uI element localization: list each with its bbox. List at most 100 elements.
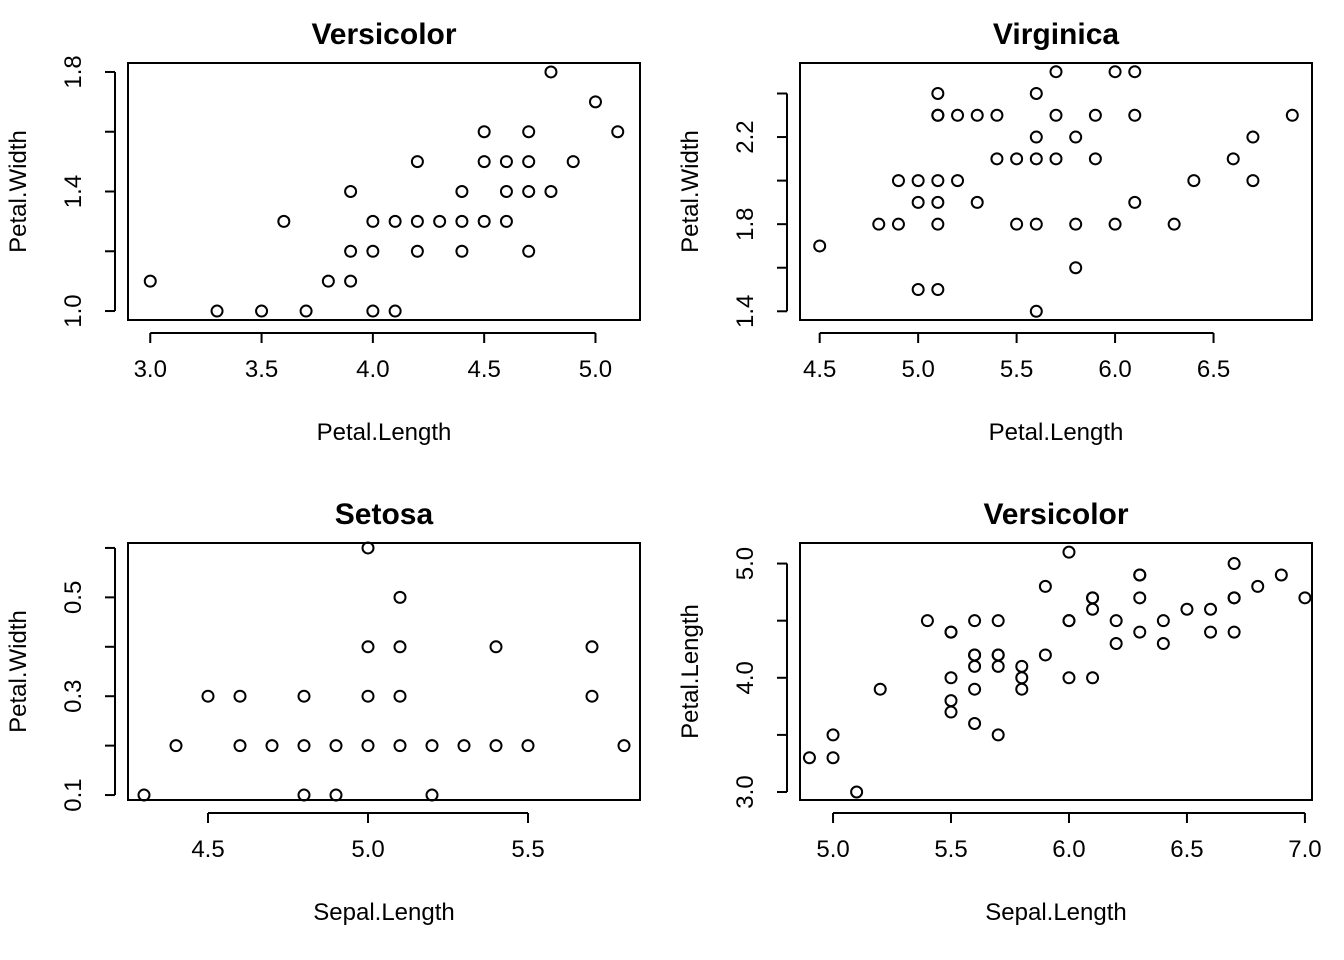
data-point	[1062, 671, 1076, 685]
data-point	[1086, 602, 1100, 616]
data-point	[1069, 217, 1083, 231]
data-point	[544, 65, 558, 79]
data-point	[968, 614, 982, 628]
x-tick-label: 7.0	[1288, 836, 1321, 863]
y-axis-label: Petal.Width	[5, 610, 32, 733]
data-point	[826, 751, 840, 765]
data-point	[850, 785, 864, 799]
data-point	[433, 214, 447, 228]
data-point	[297, 739, 311, 753]
x-tick-label: 6.5	[1197, 356, 1230, 383]
data-point	[1088, 108, 1102, 122]
data-point	[991, 614, 1005, 628]
data-point	[344, 185, 358, 198]
data-point	[968, 648, 982, 662]
x-tick-label: 5.0	[579, 356, 612, 383]
data-point	[1069, 130, 1083, 144]
data-point	[1010, 217, 1024, 231]
x-axis-label: Sepal.Length	[985, 899, 1126, 926]
data-point	[1285, 108, 1299, 122]
data-point	[891, 217, 905, 231]
data-point	[1204, 602, 1218, 616]
data-point	[544, 185, 558, 198]
data-point	[265, 739, 279, 753]
data-point	[1274, 568, 1288, 582]
data-point	[588, 95, 602, 109]
data-point	[277, 214, 291, 228]
data-point	[585, 640, 599, 654]
data-point	[410, 244, 424, 258]
x-tick-label: 5.5	[511, 836, 544, 863]
data-point	[393, 590, 407, 604]
data-point	[1226, 152, 1240, 166]
data-point	[1128, 65, 1142, 79]
data-point	[233, 739, 247, 753]
data-point	[891, 174, 905, 188]
data-point	[1246, 130, 1260, 144]
data-point	[201, 689, 215, 703]
data-point	[911, 195, 925, 209]
plot-frame	[799, 62, 1313, 321]
data-point	[873, 682, 887, 696]
data-point	[361, 640, 375, 654]
data-point	[361, 739, 375, 753]
y-tick-label: 0.5	[60, 581, 87, 614]
data-point	[321, 274, 335, 288]
data-point	[521, 739, 535, 753]
data-point	[344, 244, 358, 258]
data-point	[522, 185, 536, 198]
data-point	[255, 304, 269, 318]
data-point	[1108, 65, 1122, 79]
data-point	[1128, 195, 1142, 209]
data-point	[911, 283, 925, 297]
data-point	[1128, 108, 1142, 122]
data-point	[951, 108, 965, 122]
data-point	[1062, 614, 1076, 628]
data-point	[617, 739, 631, 753]
x-axis-label: Sepal.Length	[313, 899, 454, 926]
x-tick-label: 3.5	[245, 356, 278, 383]
data-point	[297, 689, 311, 703]
data-point	[1187, 174, 1201, 188]
data-point	[455, 214, 469, 228]
data-point	[499, 214, 513, 228]
data-point	[1133, 568, 1147, 582]
chart-title: Virginica	[993, 18, 1119, 51]
data-point	[425, 788, 439, 802]
data-point	[826, 728, 840, 742]
data-point	[1049, 152, 1063, 166]
data-point	[931, 195, 945, 209]
data-point	[366, 214, 380, 228]
data-point	[410, 155, 424, 169]
data-point	[522, 244, 536, 258]
data-point	[1049, 108, 1063, 122]
chart-title: Versicolor	[983, 498, 1128, 531]
y-tick-label: 5.0	[732, 547, 759, 580]
panel-versicolor-petal: Versicolor 3.0 3.5 4.0 4.5 5.0 Petal.Length 1.0…	[5, 18, 641, 446]
data-point	[1251, 579, 1265, 593]
y-tick-label: 1.0	[60, 294, 87, 327]
data-point	[1015, 659, 1029, 673]
data-point	[968, 716, 982, 730]
chart-title: Versicolor	[311, 18, 456, 51]
y-tick-label: 1.8	[60, 55, 87, 88]
plot-frame	[799, 542, 1313, 801]
data-point	[872, 217, 886, 231]
data-point	[991, 728, 1005, 742]
x-tick-label: 5.5	[934, 836, 967, 863]
plot-frame	[127, 62, 641, 321]
data-point	[1156, 614, 1170, 628]
y-axis-label: Petal.Width	[677, 130, 704, 253]
data-point	[920, 614, 934, 628]
panel-versicolor-sepal: Versicolor 5.0 5.5 6.0 6.5 7.0 Sepal.Length 3.0…	[677, 498, 1322, 926]
data-point	[990, 152, 1004, 166]
data-point	[1298, 591, 1312, 605]
data-point	[329, 739, 343, 753]
data-point	[1029, 130, 1043, 144]
data-point	[931, 108, 945, 122]
data-point	[366, 304, 380, 318]
data-point	[522, 155, 536, 169]
data-point	[1156, 637, 1170, 651]
data-point	[388, 304, 402, 318]
data-point	[968, 682, 982, 696]
